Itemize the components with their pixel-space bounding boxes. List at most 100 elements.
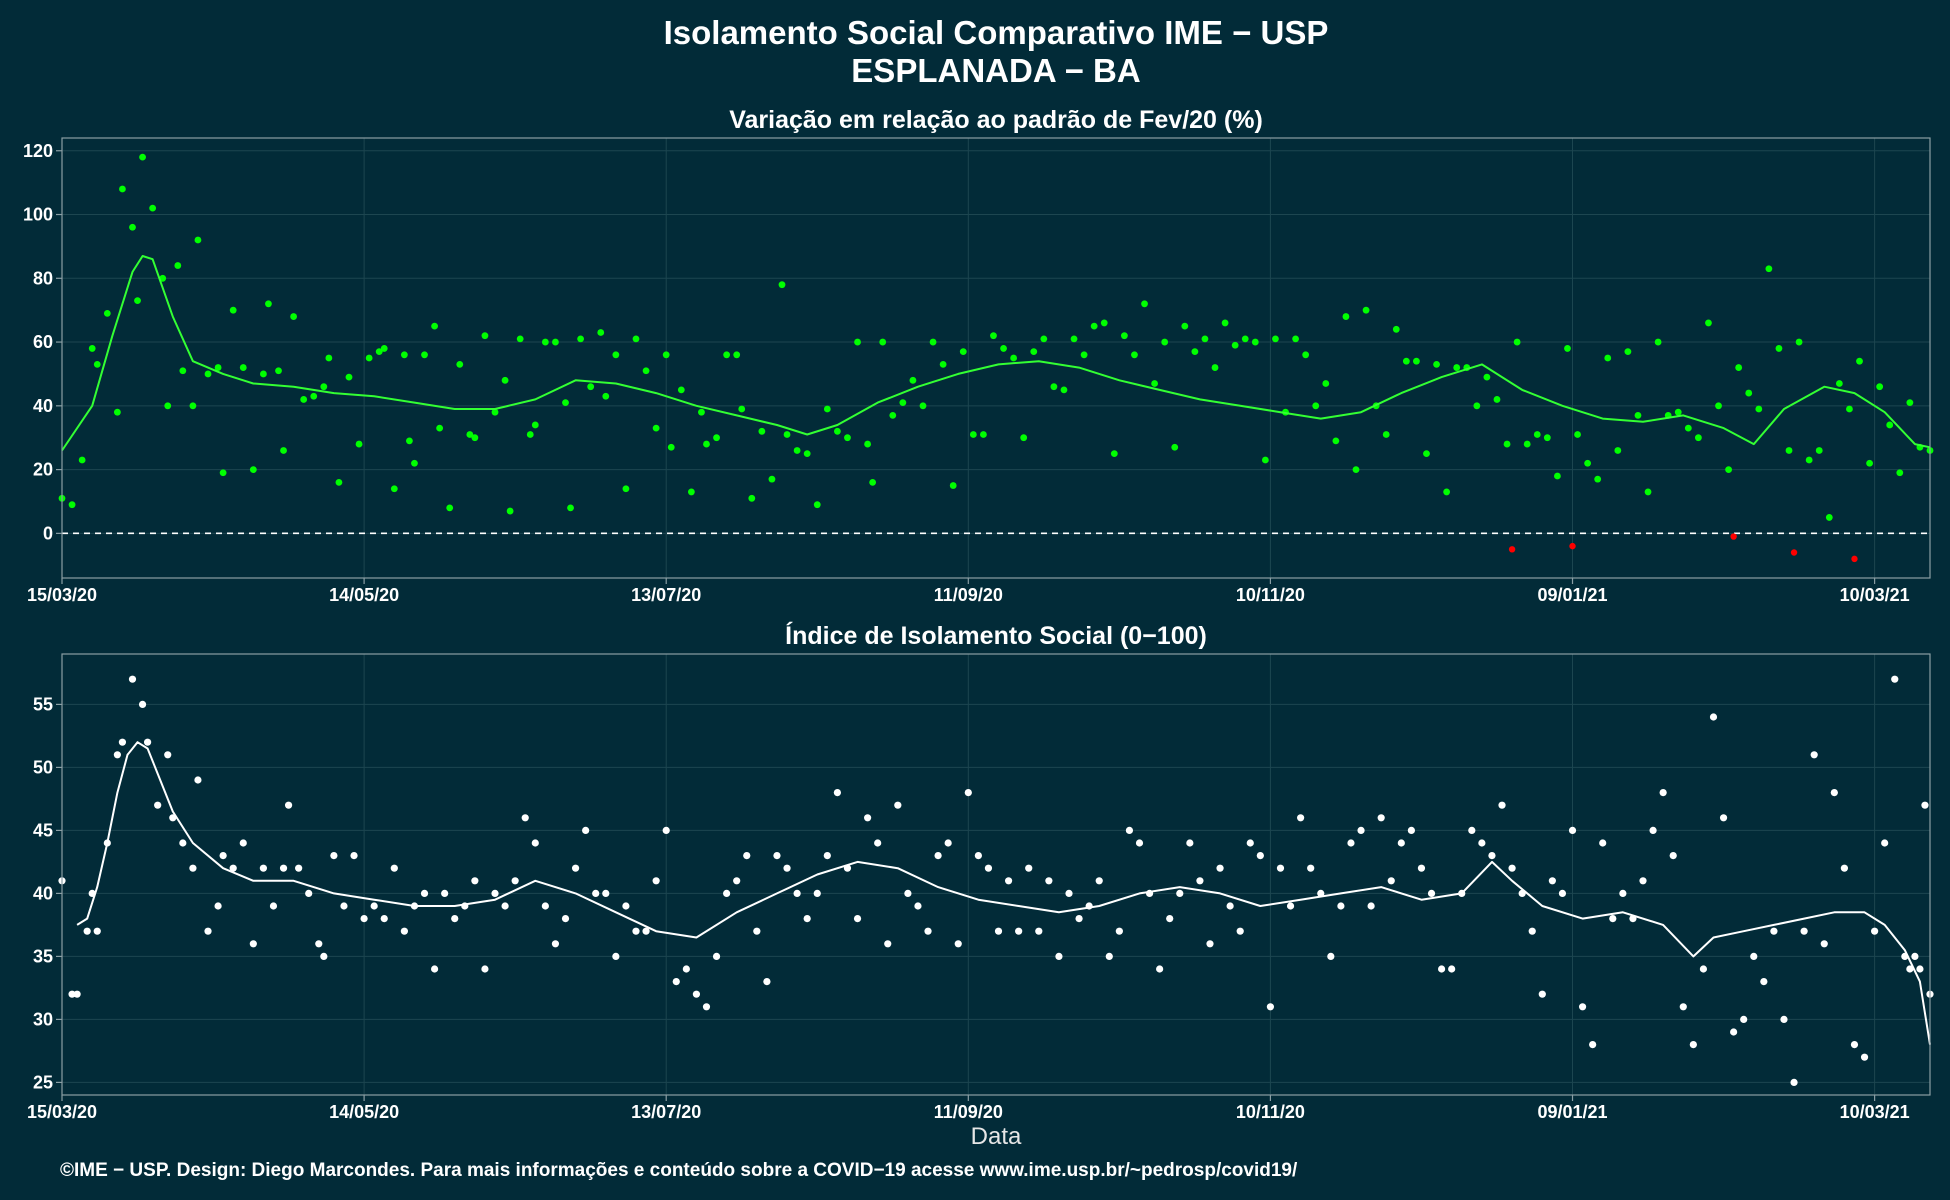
variation-data-point xyxy=(768,475,776,483)
index-data-point xyxy=(1196,877,1204,885)
index-data-point xyxy=(1186,839,1194,847)
panel-variation-negative-points xyxy=(1508,533,1858,563)
variation-data-point xyxy=(1443,488,1451,496)
index-data-point xyxy=(944,839,952,847)
index-data-point xyxy=(143,738,152,746)
index-data-point xyxy=(471,877,479,885)
index-data-point xyxy=(1135,839,1144,847)
index-data-point xyxy=(1916,965,1924,973)
index-data-point xyxy=(1286,902,1295,910)
variation-y-tick-label: 120 xyxy=(23,141,53,161)
index-data-point xyxy=(974,852,982,860)
variation-negative-point xyxy=(1790,549,1798,556)
index-data-point xyxy=(350,852,358,860)
variation-data-point xyxy=(667,443,675,451)
index-data-point xyxy=(1075,915,1083,923)
variation-data-point xyxy=(310,392,318,400)
index-x-tick-label: 09/01/21 xyxy=(1537,1102,1607,1122)
index-data-point xyxy=(1266,1003,1275,1011)
variation-data-point xyxy=(219,469,227,477)
variation-data-point xyxy=(239,364,247,371)
variation-data-point xyxy=(1070,335,1078,343)
variation-data-point xyxy=(778,281,786,289)
variation-data-point xyxy=(1191,348,1199,356)
x-axis-label: Data xyxy=(971,1123,1022,1150)
index-data-point xyxy=(1528,927,1536,935)
variation-data-point xyxy=(194,236,202,244)
index-data-point xyxy=(994,927,1003,935)
variation-y-tick-label: 100 xyxy=(23,205,53,225)
index-data-point xyxy=(214,902,222,910)
panel-variation: Variação em relação ao padrão de Fev/20 … xyxy=(23,106,1934,605)
index-data-point xyxy=(1025,864,1033,872)
variation-data-point xyxy=(1503,440,1511,448)
index-data-point xyxy=(1538,990,1546,998)
variation-data-point xyxy=(411,459,418,467)
variation-data-point xyxy=(980,431,987,438)
index-data-point xyxy=(1488,852,1496,860)
variation-y-tick-label: 60 xyxy=(33,332,53,352)
footer-caption: ©IME − USP. Design: Diego Marcondes. Par… xyxy=(60,1160,1298,1181)
variation-data-point xyxy=(345,373,353,381)
index-data-point xyxy=(521,814,529,822)
index-data-point xyxy=(441,889,449,898)
index-data-point xyxy=(632,927,640,935)
index-data-point xyxy=(914,902,922,910)
variation-data-point xyxy=(1674,408,1682,416)
variation-data-point xyxy=(703,440,710,448)
index-data-point xyxy=(501,902,509,910)
variation-data-point xyxy=(1090,322,1098,330)
variation-data-point xyxy=(723,351,731,359)
variation-data-point xyxy=(1785,447,1793,454)
index-data-point xyxy=(1881,839,1889,847)
index-data-point xyxy=(1246,839,1254,847)
variation-data-point xyxy=(229,306,237,314)
variation-data-point xyxy=(1835,380,1843,387)
index-data-point xyxy=(1004,877,1013,885)
index-data-point xyxy=(692,990,701,998)
index-data-point xyxy=(1377,814,1385,822)
variation-data-point xyxy=(1795,338,1803,346)
index-moving-average-line xyxy=(76,741,1931,1045)
variation-data-point xyxy=(677,386,685,394)
index-data-point xyxy=(662,826,670,835)
index-data-point xyxy=(83,927,91,935)
variation-y-tick-label: 0 xyxy=(43,523,53,543)
index-data-point xyxy=(1065,889,1073,898)
variation-data-point xyxy=(1241,335,1249,343)
panel-variation-average-line xyxy=(61,255,1931,452)
variation-data-point xyxy=(1624,348,1632,356)
index-data-point xyxy=(1568,826,1577,835)
index-data-point xyxy=(284,801,293,809)
variation-data-point xyxy=(1141,300,1148,308)
variation-plot-frame xyxy=(61,137,1931,579)
variation-data-point xyxy=(1433,360,1440,368)
variation-data-point xyxy=(1483,373,1491,381)
variation-data-point xyxy=(1413,357,1420,365)
index-data-point xyxy=(582,826,590,835)
variation-data-point xyxy=(562,399,569,407)
variation-data-point xyxy=(783,431,791,438)
index-data-point xyxy=(1589,1041,1597,1049)
variation-data-point xyxy=(1554,472,1561,480)
variation-data-point xyxy=(642,367,650,375)
index-data-point xyxy=(73,990,81,998)
index-data-point xyxy=(93,927,101,935)
index-data-point xyxy=(315,940,323,948)
index-x-tick-label: 10/11/20 xyxy=(1236,1102,1305,1122)
variation-data-point xyxy=(516,335,524,343)
index-data-point xyxy=(491,889,499,898)
variation-data-point xyxy=(1161,338,1169,346)
variation-data-point xyxy=(758,427,766,435)
variation-data-point xyxy=(541,338,549,346)
variation-data-point xyxy=(929,338,937,346)
variation-data-point xyxy=(1171,443,1179,451)
index-data-point xyxy=(904,889,912,898)
variation-data-point xyxy=(491,408,499,416)
variation-data-point xyxy=(531,421,539,429)
variation-data-point xyxy=(587,383,595,391)
variation-data-point xyxy=(733,351,741,359)
index-data-point xyxy=(118,738,127,746)
variation-data-point xyxy=(1211,364,1219,371)
variation-data-point xyxy=(959,348,967,356)
